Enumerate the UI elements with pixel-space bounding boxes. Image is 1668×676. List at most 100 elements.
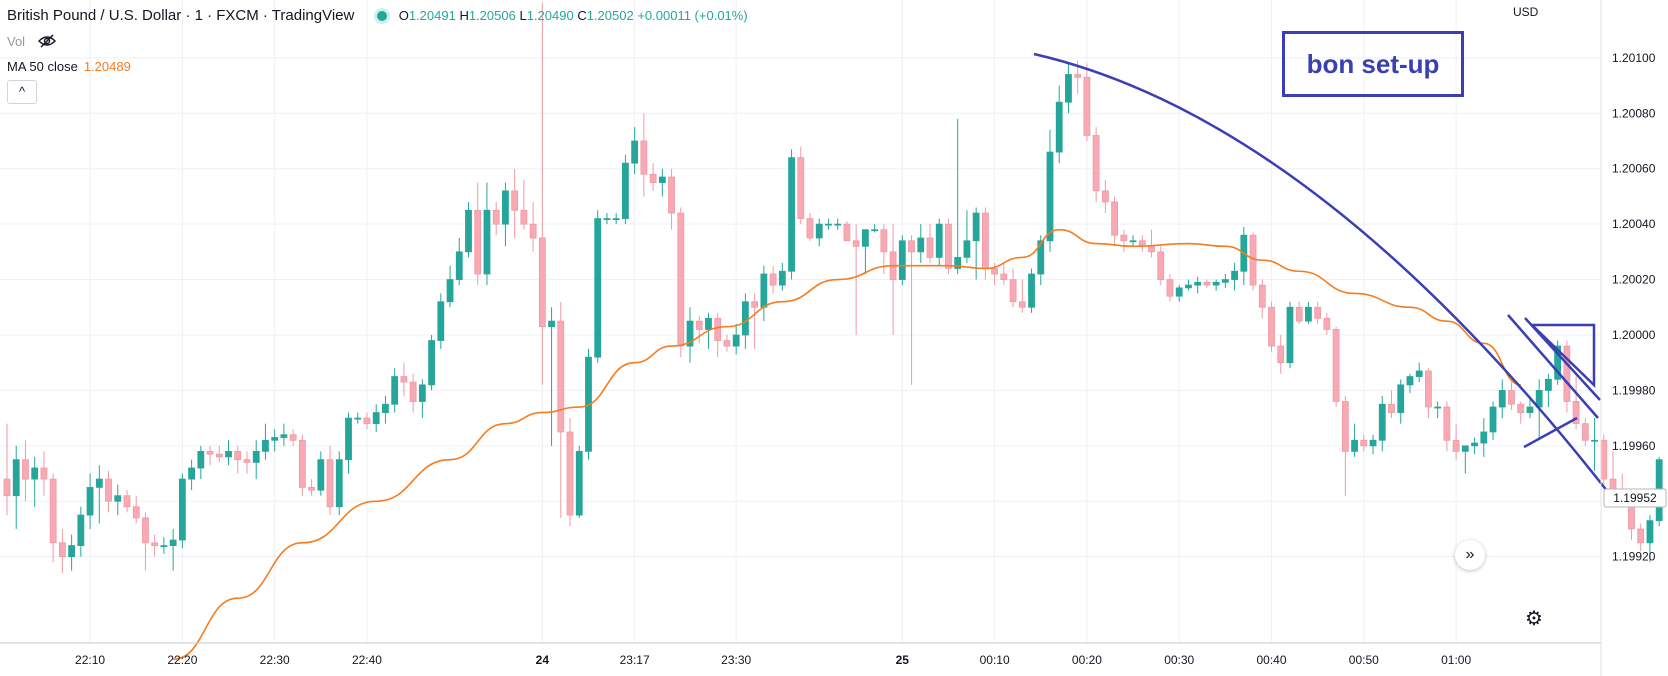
candle-body bbox=[160, 545, 168, 547]
candle-body bbox=[1203, 281, 1211, 286]
y-tick-label: 1.20060 bbox=[1612, 162, 1656, 176]
candle-body bbox=[446, 279, 454, 303]
candle-body bbox=[1000, 273, 1008, 280]
eye-hidden-icon[interactable] bbox=[37, 33, 57, 49]
candle-body bbox=[1092, 135, 1100, 192]
candle-body bbox=[418, 384, 426, 402]
parallel-line-1 bbox=[1507, 314, 1599, 419]
candle-body bbox=[658, 176, 666, 183]
candle-body bbox=[483, 209, 491, 275]
candle-body bbox=[225, 450, 232, 458]
current-price-tag-box bbox=[1603, 488, 1667, 508]
candle-body bbox=[815, 223, 823, 239]
candle-body bbox=[1397, 384, 1405, 413]
time-axis[interactable]: 22:10 22:20 22:30 22:40 24 23:17 23:30 25 00:10 0… bbox=[75, 653, 1471, 667]
gear-icon[interactable]: ⚙ bbox=[1525, 608, 1543, 630]
candle-body bbox=[1591, 439, 1598, 442]
candle-body bbox=[677, 212, 685, 347]
candle-body bbox=[1166, 279, 1174, 297]
ma-value: 1.20489 bbox=[83, 59, 131, 74]
candle-body bbox=[538, 237, 546, 328]
trend-drawings bbox=[1033, 52, 1619, 506]
y-tick-label: 1.20040 bbox=[1612, 217, 1656, 231]
x-tick-label: 00:50 bbox=[1349, 653, 1379, 667]
candle-body bbox=[474, 209, 482, 275]
low-label: L bbox=[519, 8, 527, 23]
candle-body bbox=[1545, 378, 1552, 391]
scroll-to-realtime-button[interactable]: » bbox=[1455, 540, 1485, 570]
currency-label[interactable]: USD bbox=[1513, 5, 1539, 19]
candle-body bbox=[271, 437, 279, 441]
ma-legend[interactable]: MA 50 close 1.20489 bbox=[7, 59, 131, 74]
candle-body bbox=[335, 459, 343, 508]
candle-body bbox=[1554, 345, 1562, 380]
candle-body bbox=[760, 273, 768, 308]
candle-body bbox=[1526, 406, 1534, 413]
candle-body bbox=[631, 140, 639, 164]
candle-body bbox=[1341, 401, 1349, 452]
low-value: 1.20490 bbox=[526, 8, 574, 23]
candle-body bbox=[963, 240, 971, 258]
candle-body bbox=[871, 229, 879, 232]
x-tick-label: 00:20 bbox=[1072, 653, 1102, 667]
candle-body bbox=[1065, 74, 1072, 103]
candle-body bbox=[1581, 423, 1589, 441]
candle-body bbox=[1111, 201, 1118, 236]
candle-body bbox=[243, 459, 251, 463]
candle-body bbox=[1194, 281, 1202, 286]
candle-body bbox=[520, 209, 528, 225]
y-tick-label: 1.19960 bbox=[1612, 439, 1656, 453]
candle-body bbox=[1517, 403, 1525, 413]
candle-body bbox=[1563, 345, 1571, 402]
candle-body bbox=[86, 486, 94, 516]
candle-body bbox=[1572, 401, 1580, 425]
x-tick-label: 00:40 bbox=[1256, 653, 1286, 667]
candle-body bbox=[834, 223, 842, 226]
price-axis[interactable]: 1.20100 1.20080 1.20060 1.20040 1.20020 1.200… bbox=[1612, 51, 1656, 564]
x-tick-label: 00:30 bbox=[1164, 653, 1194, 667]
ma-label: MA 50 close bbox=[7, 59, 78, 74]
candle-body bbox=[723, 340, 731, 347]
candle-body bbox=[1055, 101, 1063, 153]
candle-body bbox=[437, 301, 445, 341]
candle-body bbox=[511, 190, 519, 211]
candle-body bbox=[778, 270, 786, 286]
x-tick-label: 00:10 bbox=[980, 653, 1010, 667]
candle-body bbox=[1480, 431, 1488, 444]
candle-body bbox=[861, 229, 869, 247]
candle-body bbox=[622, 162, 629, 219]
candle-body bbox=[1231, 270, 1238, 280]
symbol-title: British Pound / U.S. Dollar · 1 · FXCM ·… bbox=[7, 7, 355, 24]
candle-body bbox=[825, 223, 832, 226]
candle-body bbox=[908, 240, 915, 253]
volume-legend[interactable]: Vol bbox=[7, 33, 57, 49]
candle-body bbox=[1221, 279, 1229, 283]
collapse-legend-button[interactable]: ^ bbox=[7, 80, 37, 104]
x-tick-label: 22:10 bbox=[75, 653, 105, 667]
candle-body bbox=[1461, 445, 1469, 452]
candle-body bbox=[1471, 442, 1478, 447]
candle-body bbox=[1028, 273, 1035, 308]
candle-body bbox=[95, 478, 103, 488]
candle-body bbox=[954, 256, 962, 269]
candle-body bbox=[1129, 240, 1137, 243]
candle-body bbox=[1185, 284, 1192, 289]
y-tick-label: 1.20020 bbox=[1612, 273, 1656, 287]
candle-body bbox=[1083, 76, 1091, 136]
candle-body bbox=[612, 218, 620, 220]
candle-body bbox=[58, 542, 66, 558]
candle-body bbox=[575, 450, 583, 516]
current-price-tag: 1.19952 bbox=[1613, 491, 1657, 505]
candle-body bbox=[1277, 345, 1285, 364]
candle-body bbox=[1600, 439, 1608, 480]
annotation-text-box[interactable]: bon set-up bbox=[1282, 31, 1464, 97]
x-tick-label: 23:30 bbox=[721, 653, 751, 667]
candle-body bbox=[1434, 406, 1442, 409]
candle-body bbox=[1314, 306, 1322, 319]
candle-body bbox=[1286, 306, 1294, 364]
candle-body bbox=[40, 467, 48, 480]
candle-body bbox=[197, 450, 205, 469]
candle-body bbox=[1295, 306, 1303, 322]
candle-body bbox=[298, 439, 306, 488]
